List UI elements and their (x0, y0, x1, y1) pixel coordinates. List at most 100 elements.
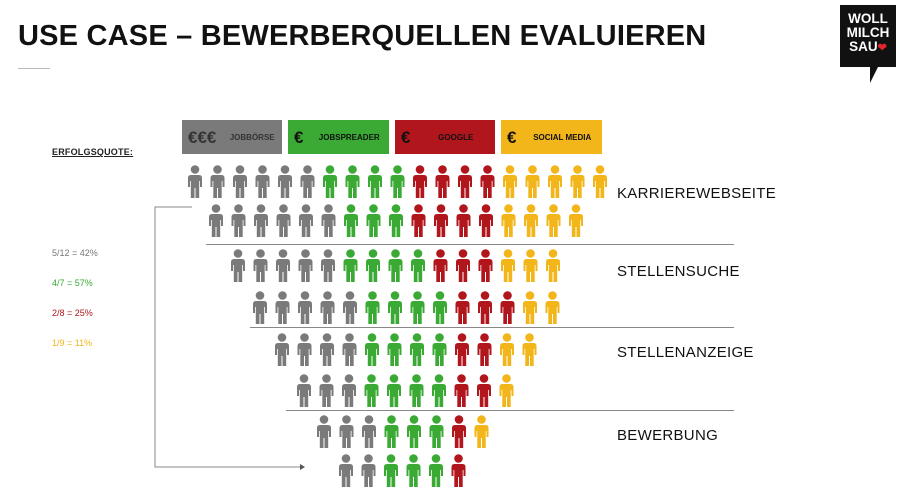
person-icon-google (478, 249, 493, 282)
person-icon-google (433, 249, 448, 282)
source-google-label: GOOGLE (438, 132, 474, 142)
logo-line-3: SAU (849, 39, 878, 54)
person-icon-social (545, 291, 560, 324)
person-icon-jobspreader (433, 291, 447, 324)
person-icon-social (503, 165, 517, 198)
person-icon-jobspreader (364, 374, 379, 407)
person-icon-jobboerse (300, 165, 315, 198)
source-google: € GOOGLE (395, 120, 495, 154)
title-underline (18, 68, 50, 69)
person-icon-jobspreader (411, 249, 425, 282)
person-icon-google (478, 291, 492, 324)
stage-divider (286, 410, 734, 411)
person-icon-social (500, 333, 514, 366)
person-icon-google (413, 165, 427, 198)
person-icon-google (500, 291, 515, 324)
person-icon-jobboerse (321, 204, 336, 237)
person-icon-jobboerse (275, 291, 290, 324)
person-icon-jobspreader (429, 415, 444, 448)
person-icon-jobboerse (297, 333, 312, 366)
person-icon-jobboerse (298, 249, 313, 282)
person-icon-jobboerse (320, 333, 334, 366)
person-icon-google (455, 333, 469, 366)
person-icon-social (523, 291, 537, 324)
person-icon-jobboerse (321, 249, 335, 282)
person-icon-jobspreader (384, 415, 399, 448)
person-icon-google (434, 204, 448, 237)
person-icon-jobspreader (344, 204, 358, 237)
person-icon-social (546, 249, 560, 282)
person-icon-jobspreader (390, 165, 405, 198)
source-jobboerse-label: JOBBÖRSE (229, 132, 275, 142)
person-icon-social (524, 204, 538, 237)
person-icon-jobspreader (388, 249, 403, 282)
person-icon-google (454, 374, 469, 407)
euro-icon: €€€ (188, 127, 217, 147)
person-icon-jobspreader (407, 415, 421, 448)
person-icon-social (501, 249, 515, 282)
person-icon-social (546, 204, 561, 237)
person-icon-google (477, 374, 491, 407)
heart-icon: ❤ (877, 42, 887, 54)
source-social-media-label: SOCIAL MEDIA (533, 132, 592, 142)
person-icon-jobspreader (410, 333, 424, 366)
person-icon-jobspreader (345, 165, 360, 198)
source-social-media: € SOCIAL MEDIA (501, 120, 602, 154)
person-icon-google (456, 204, 471, 237)
person-icon-social (525, 165, 540, 198)
person-icon-jobspreader (365, 291, 380, 324)
person-icon-jobboerse (339, 415, 354, 448)
person-icon-google (411, 204, 426, 237)
person-icon-jobspreader (410, 291, 425, 324)
person-icon-jobspreader (366, 249, 380, 282)
person-icon-google (452, 415, 466, 448)
person-icon-google (479, 204, 493, 237)
quote-social-media: 1/9 = 11% (52, 338, 93, 348)
stage-stellenanzeige: STELLENANZEIGE (617, 344, 754, 361)
person-icon-jobspreader (323, 165, 337, 198)
person-icon-jobboerse (342, 374, 356, 407)
logo-line-1: WOLL (848, 11, 888, 26)
person-icon-social (570, 165, 585, 198)
stage-stellensuche: STELLENSUCHE (617, 263, 740, 280)
person-icon-social (523, 249, 538, 282)
euro-icon: € (294, 127, 304, 147)
person-icon-google (435, 165, 450, 198)
person-icon-jobboerse (320, 291, 335, 324)
person-icon-google (477, 333, 492, 366)
person-icon-jobboerse (298, 291, 312, 324)
logo-line-2: MILCH (846, 25, 890, 40)
euro-icon: € (507, 127, 517, 147)
person-icon-jobspreader (387, 374, 401, 407)
person-icon-social (501, 204, 516, 237)
person-icon-jobboerse (188, 165, 202, 198)
source-jobspreader-label: JOBSPREADER (318, 132, 380, 142)
person-icon-social (474, 415, 489, 448)
person-icon-jobspreader (389, 204, 403, 237)
person-icon-jobboerse (362, 415, 376, 448)
person-icon-social (548, 165, 562, 198)
person-icon-jobspreader (406, 454, 421, 487)
quote-jobboerse: 5/12 = 42% (52, 248, 98, 258)
person-icon-social (522, 333, 537, 366)
person-icon-jobboerse (253, 291, 267, 324)
wollmilchsau-logo: WOLL MILCH SAU❤ (840, 5, 896, 85)
person-icon-jobboerse (231, 204, 246, 237)
person-icon-jobboerse (361, 454, 376, 487)
person-icon-jobspreader (368, 165, 382, 198)
person-icon-jobspreader (432, 333, 447, 366)
person-icon-jobspreader (387, 333, 402, 366)
erfolgsquote-label: ERFOLGSQUOTE: (52, 147, 134, 157)
person-icon-jobboerse (299, 204, 313, 237)
stage-divider (206, 244, 734, 245)
person-icon-google (480, 165, 495, 198)
person-icon-jobboerse (339, 454, 353, 487)
person-icon-social (499, 374, 514, 407)
person-icon-jobspreader (365, 333, 379, 366)
person-icon-jobboerse (276, 249, 290, 282)
person-icon-jobspreader (366, 204, 381, 237)
source-jobspreader: € JOBSPREADER (288, 120, 389, 154)
source-jobboerse: €€€ JOBBÖRSE (182, 120, 282, 154)
person-icon-jobboerse (317, 415, 331, 448)
person-icon-social (569, 204, 583, 237)
